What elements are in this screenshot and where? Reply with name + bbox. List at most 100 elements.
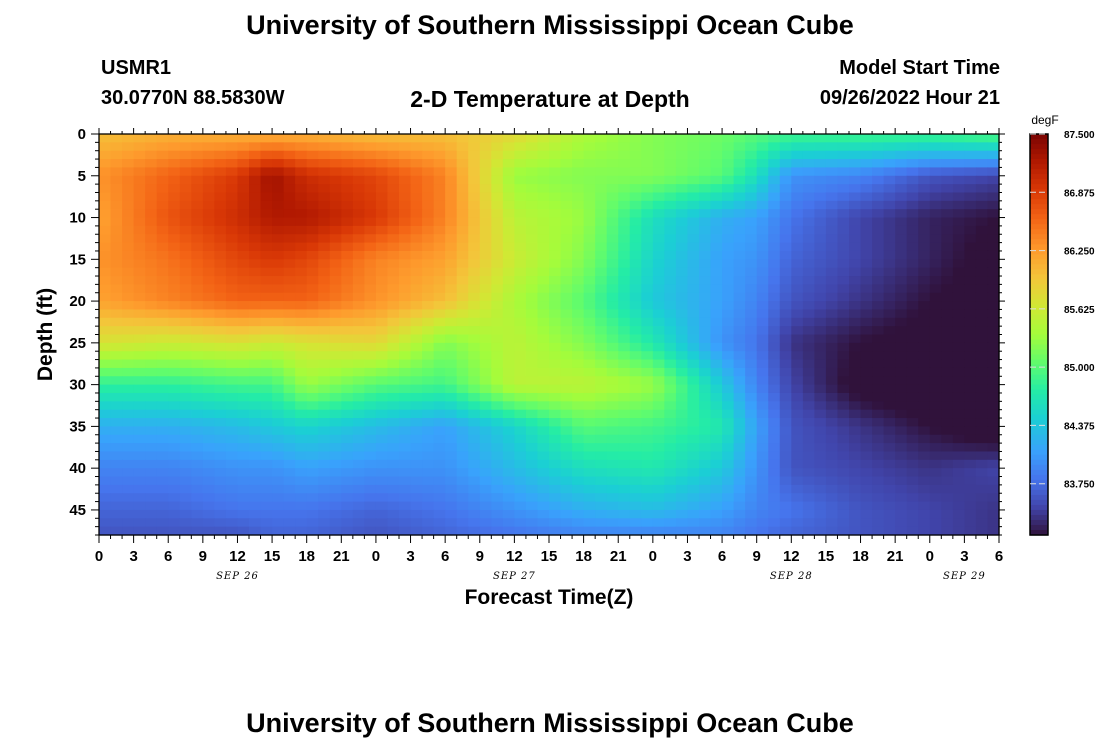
heatmap-cell <box>249 367 262 377</box>
heatmap-cell <box>641 509 654 519</box>
heatmap-cell <box>664 184 677 194</box>
heatmap-cell <box>329 317 342 327</box>
heatmap-cell <box>525 192 539 202</box>
heatmap-cell <box>987 493 1000 503</box>
heatmap-cell <box>445 175 458 185</box>
heatmap-cell <box>122 359 135 369</box>
heatmap-cell <box>699 250 712 260</box>
heatmap-cell <box>514 250 527 260</box>
heatmap-cell <box>918 200 931 210</box>
heatmap-cell <box>156 484 169 494</box>
heatmap-cell <box>479 242 492 252</box>
heatmap-cell <box>745 317 758 327</box>
heatmap-cell <box>283 209 296 219</box>
heatmap-cell <box>722 284 735 294</box>
heatmap-cell <box>191 526 204 536</box>
heatmap-cell <box>410 284 423 294</box>
heatmap-cell <box>375 392 389 402</box>
heatmap-cell <box>768 342 781 352</box>
heatmap-cell <box>664 209 677 219</box>
heatmap-cell <box>433 192 446 202</box>
heatmap-cell <box>283 250 296 260</box>
heatmap-cell <box>756 234 769 244</box>
heatmap-cell <box>525 518 539 528</box>
heatmap-cell <box>202 493 215 503</box>
heatmap-cell <box>606 167 619 177</box>
heatmap-cell <box>549 359 562 369</box>
heatmap-cell <box>468 159 481 169</box>
heatmap-cell <box>179 159 192 169</box>
heatmap-cell <box>883 175 896 185</box>
heatmap-cell <box>722 209 735 219</box>
heatmap-cell <box>964 167 977 177</box>
heatmap-cell <box>849 134 862 143</box>
heatmap-cell <box>237 334 250 344</box>
heatmap-cell <box>664 484 677 494</box>
heatmap-cell <box>572 351 585 361</box>
heatmap-cell <box>249 192 262 202</box>
heatmap-cell <box>272 142 285 152</box>
heatmap-cell <box>756 384 769 394</box>
station-id: USMR1 <box>101 57 172 79</box>
heatmap-cell <box>514 351 527 361</box>
heatmap-cell <box>791 217 804 227</box>
heatmap-cell <box>272 409 285 419</box>
heatmap-cell <box>618 334 631 344</box>
heatmap-cell <box>456 150 469 160</box>
heatmap-cell <box>410 184 423 194</box>
heatmap-cell <box>491 392 504 402</box>
heatmap-cell <box>583 409 596 419</box>
heatmap-cell <box>179 501 192 511</box>
heatmap-cell <box>699 217 712 227</box>
heatmap-cell <box>733 468 746 478</box>
heatmap-cell <box>595 501 608 511</box>
heatmap-cell <box>560 509 573 519</box>
heatmap-cell <box>699 184 712 194</box>
heatmap-cell <box>952 392 965 402</box>
heatmap-cell <box>156 200 169 210</box>
heatmap-cell <box>145 509 158 519</box>
heatmap-cell <box>618 142 631 152</box>
heatmap-cell <box>768 192 781 202</box>
heatmap-cell <box>906 342 919 352</box>
heatmap-cell <box>918 459 931 469</box>
heatmap-cell <box>329 150 342 160</box>
heatmap-cell <box>249 384 262 394</box>
heatmap-cell <box>295 476 308 486</box>
heatmap-cell <box>272 159 285 169</box>
y-tick-label: 0 <box>78 126 86 143</box>
heatmap-cell <box>964 301 977 311</box>
heatmap-cell <box>433 159 446 169</box>
heatmap-cell <box>779 518 792 528</box>
heatmap-cell <box>364 317 377 327</box>
heatmap-cell <box>214 434 227 444</box>
heatmap-cell <box>860 167 873 177</box>
heatmap-cell <box>722 309 735 319</box>
heatmap-cell <box>549 217 562 227</box>
heatmap-cell <box>375 443 389 453</box>
heatmap-cell <box>410 292 423 302</box>
heatmap-cell <box>329 309 342 319</box>
x-tick-label: 12 <box>783 548 800 565</box>
heatmap-cell <box>145 167 158 177</box>
heatmap-cell <box>433 392 446 402</box>
heatmap-cell <box>560 250 573 260</box>
heatmap-cell <box>583 392 596 402</box>
heatmap-cell <box>191 401 204 411</box>
heatmap-cell <box>445 476 458 486</box>
heatmap-cell <box>156 434 169 444</box>
heatmap-cell <box>572 418 585 427</box>
heatmap-cell <box>906 234 919 244</box>
heatmap-cell <box>514 501 527 511</box>
heatmap-cell <box>837 159 850 169</box>
heatmap-cell <box>687 142 700 152</box>
heatmap-cell <box>641 434 654 444</box>
heatmap-cell <box>179 150 192 160</box>
heatmap-cell <box>433 501 446 511</box>
heatmap-cell <box>837 451 850 461</box>
heatmap-cell <box>641 309 654 319</box>
heatmap-cell <box>987 351 1000 361</box>
heatmap-cell <box>618 518 631 528</box>
heatmap-cell <box>329 351 342 361</box>
heatmap-cell <box>814 175 827 185</box>
